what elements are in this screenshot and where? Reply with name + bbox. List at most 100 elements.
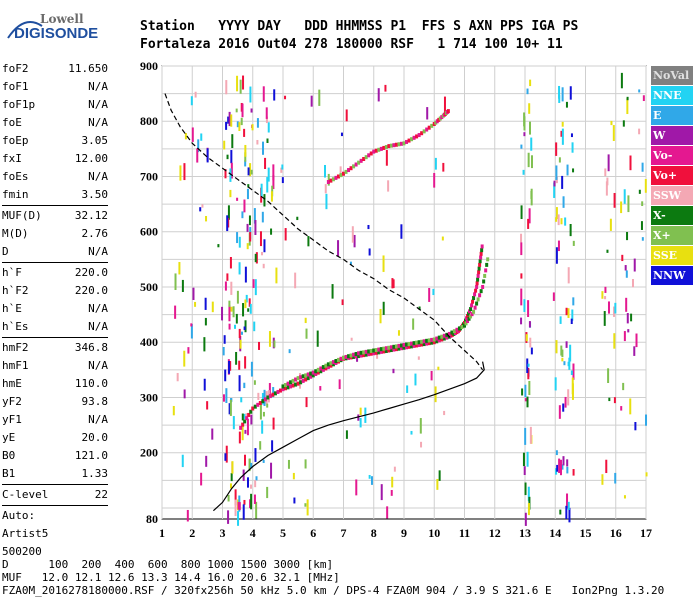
echo-dot (205, 455, 208, 467)
trace-point (410, 344, 414, 349)
trace-point (326, 362, 330, 367)
echo-dot (240, 397, 243, 403)
echo-dot (391, 278, 394, 289)
echo-dot (627, 195, 630, 213)
echo-dot (254, 480, 257, 488)
trace-point (304, 373, 308, 378)
echo-dot (203, 378, 206, 391)
echo-dot (387, 180, 390, 192)
trace-point (319, 366, 323, 371)
echo-dot (638, 189, 641, 194)
echo-dot (225, 445, 228, 463)
echo-dot (530, 155, 533, 169)
trace-point (455, 330, 459, 335)
trace-point (440, 334, 444, 339)
trace-point (251, 406, 255, 411)
legend-item: X- (651, 206, 693, 225)
echo-dot (318, 89, 321, 106)
trace-point (278, 388, 282, 393)
echo-dot (607, 368, 610, 384)
trace-point (256, 402, 260, 407)
trace-point (342, 355, 345, 360)
trace-point (316, 367, 320, 372)
param-row: h`F 220.0 (2, 264, 108, 282)
echo-dot (260, 183, 263, 197)
trace-point (329, 361, 333, 366)
echo-dot (254, 279, 257, 296)
echo-dot (224, 453, 227, 461)
legend-item: NNW (651, 266, 693, 285)
param-row: M(D) 2.76 (2, 225, 108, 243)
auto-line: Artist5 (2, 527, 49, 540)
trace-point (286, 381, 290, 386)
echo-dot (606, 177, 609, 186)
trace-point (478, 262, 482, 267)
legend-item: Vo+ (651, 166, 693, 185)
param-value: 3.05 (81, 134, 109, 147)
echo-dot (391, 476, 394, 488)
trace-point (364, 352, 368, 357)
x-tick-label: 7 (341, 526, 347, 540)
trace-point (387, 345, 391, 350)
param-row: D N/A (2, 243, 108, 261)
echo-dot (183, 389, 186, 399)
trace-point (464, 321, 468, 326)
trace-point (266, 395, 270, 400)
echo-dot (194, 301, 197, 307)
echo-dot (272, 164, 275, 181)
trace-point (446, 109, 450, 114)
trace-point (480, 248, 484, 253)
echo-dot (196, 148, 199, 163)
trace-point (449, 333, 453, 338)
echo-dot (181, 454, 184, 468)
echo-dot (555, 450, 558, 456)
param-name: B0 (2, 449, 16, 462)
echo-dot (200, 133, 203, 141)
trace-point (296, 381, 300, 386)
trace-point (475, 281, 479, 286)
echo-dot (377, 88, 380, 102)
station-header: Station YYYY DAY DDD HHMMSS P1 FFS S AXN… (140, 18, 578, 54)
trace-point (321, 365, 325, 370)
echo-dot (184, 133, 187, 140)
echo-dot (338, 379, 341, 390)
footer-distance: D 100 200 400 600 800 1000 1500 3000 [km… (2, 558, 334, 571)
echo-dot (221, 306, 224, 321)
trace-point (344, 354, 348, 359)
echo-dot (356, 357, 359, 362)
trace-point (469, 307, 473, 312)
echo-dot (406, 385, 409, 393)
echo-dot (524, 427, 527, 445)
trace-point (468, 309, 472, 314)
trace-point (407, 138, 411, 143)
echo-dot (244, 266, 247, 283)
echo-dot (562, 403, 565, 412)
footer-file-info: FZA0M_2016278180000.RSF / 320fx256h 50 k… (2, 584, 665, 597)
echo-dot (340, 132, 343, 137)
echo-dot (247, 308, 250, 312)
trace-point (485, 262, 489, 267)
trace-point (452, 331, 456, 336)
echo-dot (625, 297, 628, 312)
y-tick-label: 80 (146, 512, 158, 526)
param-name: h`E (2, 302, 22, 315)
echo-dot (217, 244, 220, 248)
echo-dot (248, 458, 251, 472)
echo-dot (253, 494, 256, 504)
echo-dot (246, 188, 249, 200)
echo-dot (266, 486, 269, 499)
echo-dot (226, 215, 229, 232)
echo-dot (556, 464, 559, 472)
trace-point (397, 142, 401, 147)
x-tick-label: 10 (428, 526, 440, 540)
y-tick-label: 600 (140, 225, 158, 239)
echo-dot (520, 242, 523, 256)
echo-dot (197, 139, 200, 153)
echo-dot (179, 165, 182, 181)
trace-point (357, 160, 361, 165)
trace-point (394, 344, 398, 349)
echo-dot (241, 413, 244, 421)
trace-point (247, 412, 251, 417)
echo-dot (339, 166, 342, 178)
echo-dot (242, 303, 245, 317)
